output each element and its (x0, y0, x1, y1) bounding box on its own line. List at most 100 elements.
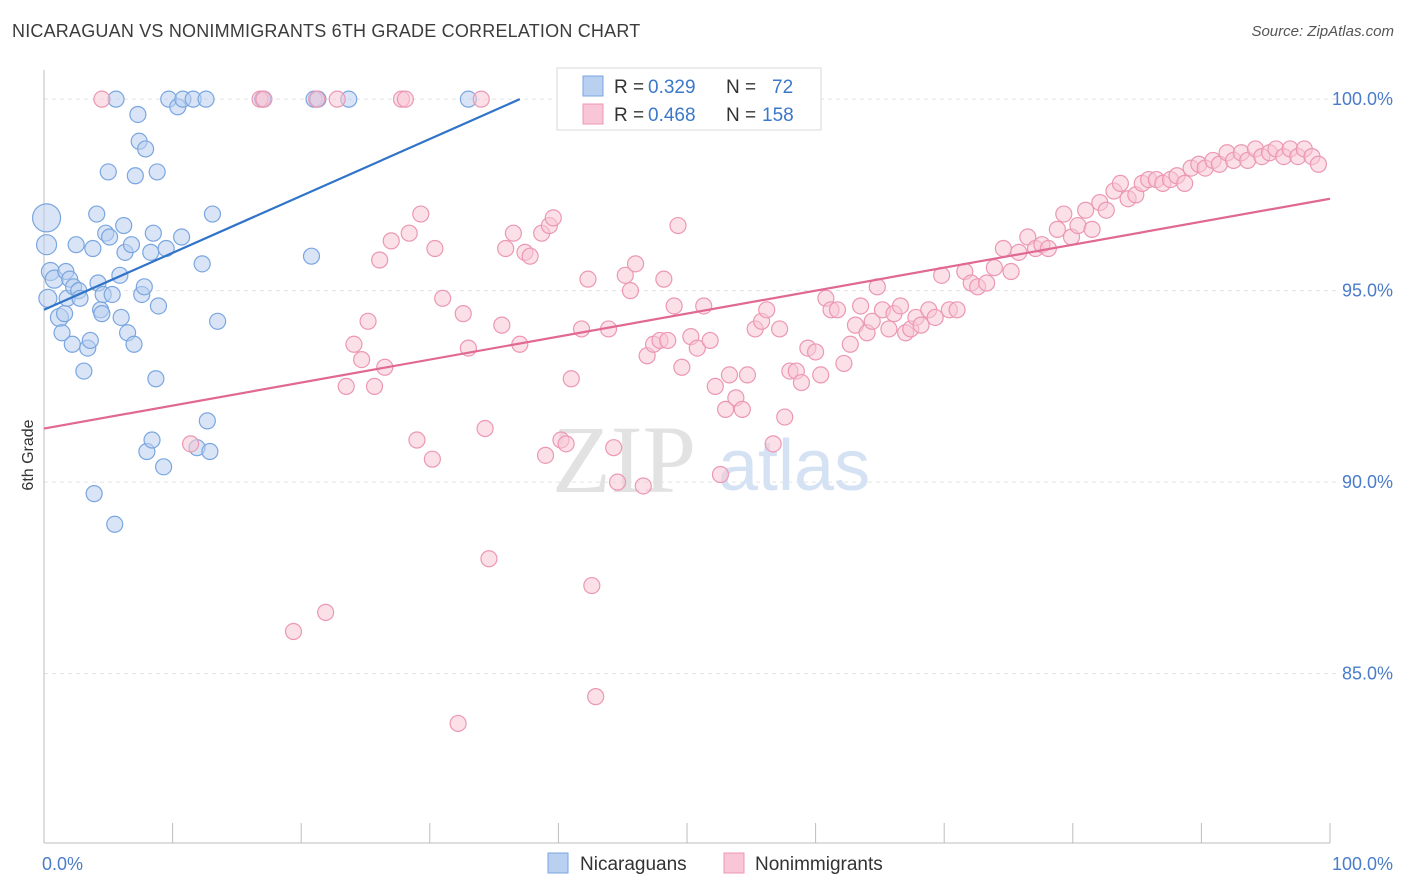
nonimmigrant-point (1309, 155, 1328, 173)
nonimmigrant-point (626, 255, 645, 273)
nicaraguan-point (149, 297, 168, 315)
nonimmigrant-trend-line (43, 197, 1331, 430)
nicaraguan-point (209, 312, 227, 330)
nonimmigrant-point (434, 289, 452, 307)
nonimmigrant-point (337, 377, 355, 395)
nonimmigrant-point (454, 305, 472, 323)
nicaraguan-point (173, 228, 191, 246)
nonimmigrant-point (365, 377, 384, 395)
axes (43, 70, 1331, 844)
nonimmigrant-point (476, 419, 494, 438)
legend-n-value-2: 158 (762, 105, 794, 126)
nonimmigrant-point (891, 297, 910, 315)
nonimmigrant-point (1069, 216, 1087, 235)
nonimmigrant-point (562, 370, 580, 388)
bottom-legend-swatch-nonimmigrants (723, 852, 745, 874)
nonimmigrant-point (616, 266, 634, 284)
correlation-legend: R = 0.329 N = 72 R = 0.468 N = 158 (556, 67, 822, 131)
legend-r-value-2: 0.468 (648, 105, 696, 126)
nonimmigrant-point (634, 477, 652, 495)
nonimmigrant-point (812, 366, 830, 384)
nonimmigrant-point (701, 331, 719, 350)
nonimmigrant-point (382, 232, 400, 250)
tick-labels: 85.0% 90.0% 95.0% 100.0% 0.0% 100.0% (42, 89, 1393, 874)
nonimmigrant-point (182, 435, 200, 453)
nonimmigrant-point (673, 358, 691, 376)
nicaraguan-point (148, 163, 166, 181)
nonimmigrant-point (557, 435, 575, 453)
source-label: Source: ZipAtlas.com (1251, 23, 1394, 40)
nonimmigrant-point (912, 316, 930, 334)
nonimmigrant-point (1176, 174, 1194, 193)
nicaraguan-point (85, 485, 103, 503)
nicaraguan-point (99, 163, 117, 181)
nonimmigrant-point (926, 308, 944, 327)
bottom-legend-swatch-nicaraguans (547, 852, 569, 874)
x-tick-label-max: 100.0% (1332, 854, 1393, 874)
legend-r-label-2: R = (614, 105, 644, 126)
x-tick-label-min: 0.0% (42, 854, 83, 874)
nicaraguan-point (35, 234, 58, 256)
nonimmigrant-point (605, 439, 623, 457)
nonimmigrant-point (93, 90, 111, 108)
nonimmigrant-point (353, 350, 371, 369)
nonimmigrant-point (655, 270, 673, 288)
nonimmigrant-point (806, 343, 825, 361)
nonimmigrant-point (828, 301, 847, 319)
nonimmigrant-point (621, 282, 640, 300)
nicaraguan-point (31, 203, 62, 233)
nonimmigrant-point (776, 408, 794, 426)
y-tick-label: 85.0% (1342, 664, 1393, 684)
nicaraguan-point (125, 335, 143, 353)
nicaraguan-point (81, 331, 99, 350)
nicaraguan-point (147, 370, 165, 388)
nonimmigrant-point (733, 400, 751, 418)
chart-title: NICARAGUAN VS NONIMMIGRANTS 6TH GRADE CO… (12, 21, 641, 41)
nicaraguan-point (154, 458, 173, 476)
nicaraguan-point (136, 140, 155, 158)
nonimmigrant-point (579, 270, 597, 288)
legend-n-value-1: 72 (772, 77, 793, 98)
nonimmigrant-point (426, 239, 444, 258)
nonimmigrant-point (1055, 205, 1073, 223)
legend-r-value-1: 0.329 (648, 77, 696, 98)
nonimmigrant-point (792, 373, 811, 392)
nonimmigrant-point (669, 216, 687, 235)
y-tick-label: 100.0% (1332, 89, 1393, 109)
watermark-zip: ZIP (552, 406, 696, 513)
nonimmigrant-point (1048, 220, 1066, 238)
nonimmigrant-point (284, 622, 303, 641)
nonimmigrant-point (497, 239, 515, 258)
nonimmigrant-point (412, 205, 430, 223)
nicaraguan-point (142, 243, 160, 261)
nicaraguan-point (112, 308, 130, 327)
nonimmigrant-point (408, 431, 426, 449)
nicaraguan-point (88, 205, 106, 223)
nicaraguan-point (103, 285, 121, 304)
nonimmigrant-point (863, 312, 881, 330)
nicaraguan-point (93, 305, 111, 323)
nonimmigrant-point (841, 335, 859, 353)
nonimmigrant-point (1111, 174, 1129, 193)
nonimmigrant-point (308, 90, 326, 108)
nonimmigrant-point (665, 297, 683, 315)
nonimmigrant-point (994, 239, 1012, 258)
nicaraguan-point (84, 239, 102, 258)
nicaraguan-point (198, 412, 216, 430)
nicaraguan-point (122, 236, 141, 254)
nonimmigrant-point (764, 435, 782, 453)
watermark: ZIP atlas (552, 406, 870, 513)
nonimmigrant-point (880, 320, 898, 338)
legend-n-label-2: N = (726, 105, 756, 126)
nicaraguan-point (201, 442, 219, 461)
nonimmigrant-point (659, 331, 677, 350)
nonimmigrant-point (978, 274, 996, 292)
nicaraguan-point (100, 228, 119, 246)
nonimmigrant-point (688, 339, 706, 357)
nonimmigrant-point (423, 450, 441, 468)
nonimmigrant-point (738, 366, 757, 384)
nicaraguan-point (67, 236, 85, 254)
nonimmigrant-point (1097, 201, 1115, 219)
nicaraguan-point (126, 167, 144, 185)
